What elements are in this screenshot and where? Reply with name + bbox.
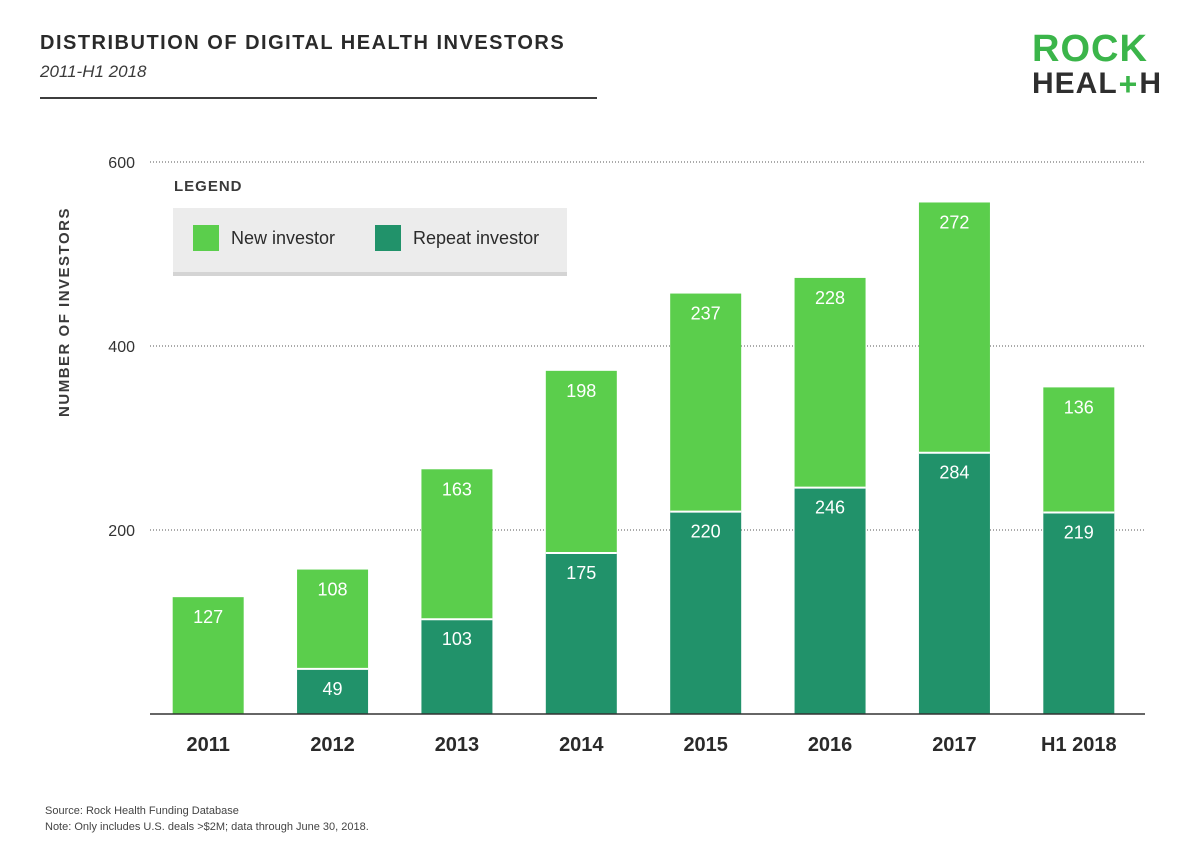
note-text: Note: Only includes U.S. deals >$2M; dat… [45, 821, 369, 833]
x-tick-label-2013: 2013 [435, 734, 480, 756]
data-label-new-H1 2018: 136 [1064, 397, 1094, 417]
data-label-new-2017: 272 [939, 212, 969, 232]
logo-text-rock: ROCK [1032, 28, 1148, 70]
bar-new-2017 [918, 202, 990, 453]
legend-box: New investor Repeat investor [173, 208, 567, 276]
bar-new-2011 [172, 597, 244, 714]
legend-label-new: New investor [231, 227, 336, 248]
logo-text-h: H [1139, 67, 1163, 100]
bar-repeat-2013 [421, 619, 493, 714]
bar-new-2013 [421, 469, 493, 620]
bar-repeat-H1 2018 [1043, 512, 1115, 714]
bar-new-2012 [297, 569, 369, 669]
data-label-repeat-2017: 284 [939, 463, 969, 483]
y-tick-label-600: 600 [108, 155, 135, 172]
legend-swatch-new [193, 225, 219, 251]
y-tick-label-400: 400 [108, 339, 135, 356]
data-label-new-2012: 108 [318, 580, 348, 600]
data-label-repeat-2012: 49 [323, 679, 343, 699]
data-label-repeat-2015: 220 [691, 522, 721, 542]
source-text: Source: Rock Health Funding Database [45, 805, 239, 817]
bar-new-2015 [670, 293, 742, 512]
title-divider [40, 97, 597, 99]
bar-repeat-2014 [545, 553, 617, 714]
rock-health-logo: ROCK HEAL + H [1032, 30, 1162, 100]
legend-swatch-repeat [375, 225, 401, 251]
x-tick-label-H1 2018: H1 2018 [1041, 734, 1117, 756]
data-label-repeat-H1 2018: 219 [1064, 523, 1094, 543]
logo-plus-icon: + [1118, 66, 1139, 102]
x-tick-label-2011: 2011 [186, 734, 229, 756]
y-axis-title: NUMBER OF INVESTORS [56, 207, 73, 417]
data-label-repeat-2014: 175 [566, 563, 596, 583]
data-label-new-2013: 163 [442, 479, 472, 499]
data-label-repeat-2013: 103 [442, 629, 472, 649]
logo-text-heal: HEAL [1032, 67, 1118, 100]
data-label-new-2015: 237 [691, 304, 721, 324]
x-tick-label-2014: 2014 [559, 734, 604, 756]
bar-repeat-2017 [918, 452, 990, 714]
logo-text-health: HEAL + H [1032, 68, 1162, 100]
bar-repeat-2016 [794, 487, 866, 714]
x-tick-label-2012: 2012 [310, 734, 355, 756]
legend-item-repeat: Repeat investor [375, 225, 539, 251]
bar-repeat-2012 [297, 668, 369, 714]
chart-title: DISTRIBUTION OF DIGITAL HEALTH INVESTORS [40, 32, 566, 54]
data-label-new-2011: 127 [193, 607, 223, 627]
legend-title: LEGEND [174, 178, 243, 195]
x-tick-label-2017: 2017 [932, 734, 977, 756]
x-tick-label-2015: 2015 [683, 734, 728, 756]
bar-new-2014 [545, 370, 617, 553]
legend-label-repeat: Repeat investor [413, 227, 540, 248]
bar-repeat-2015 [670, 511, 742, 714]
data-label-repeat-2016: 246 [815, 498, 845, 518]
data-label-new-2016: 228 [815, 288, 845, 308]
y-tick-label-200: 200 [108, 523, 135, 540]
footer-notes: Source: Rock Health Funding Database Not… [45, 803, 369, 835]
legend-item-new: New investor [193, 225, 335, 251]
data-label-new-2014: 198 [566, 381, 596, 401]
bar-new-2016 [794, 277, 866, 488]
x-tick-label-2016: 2016 [808, 734, 853, 756]
bar-new-H1 2018 [1043, 387, 1115, 513]
chart-subtitle: 2011-H1 2018 [40, 62, 147, 81]
